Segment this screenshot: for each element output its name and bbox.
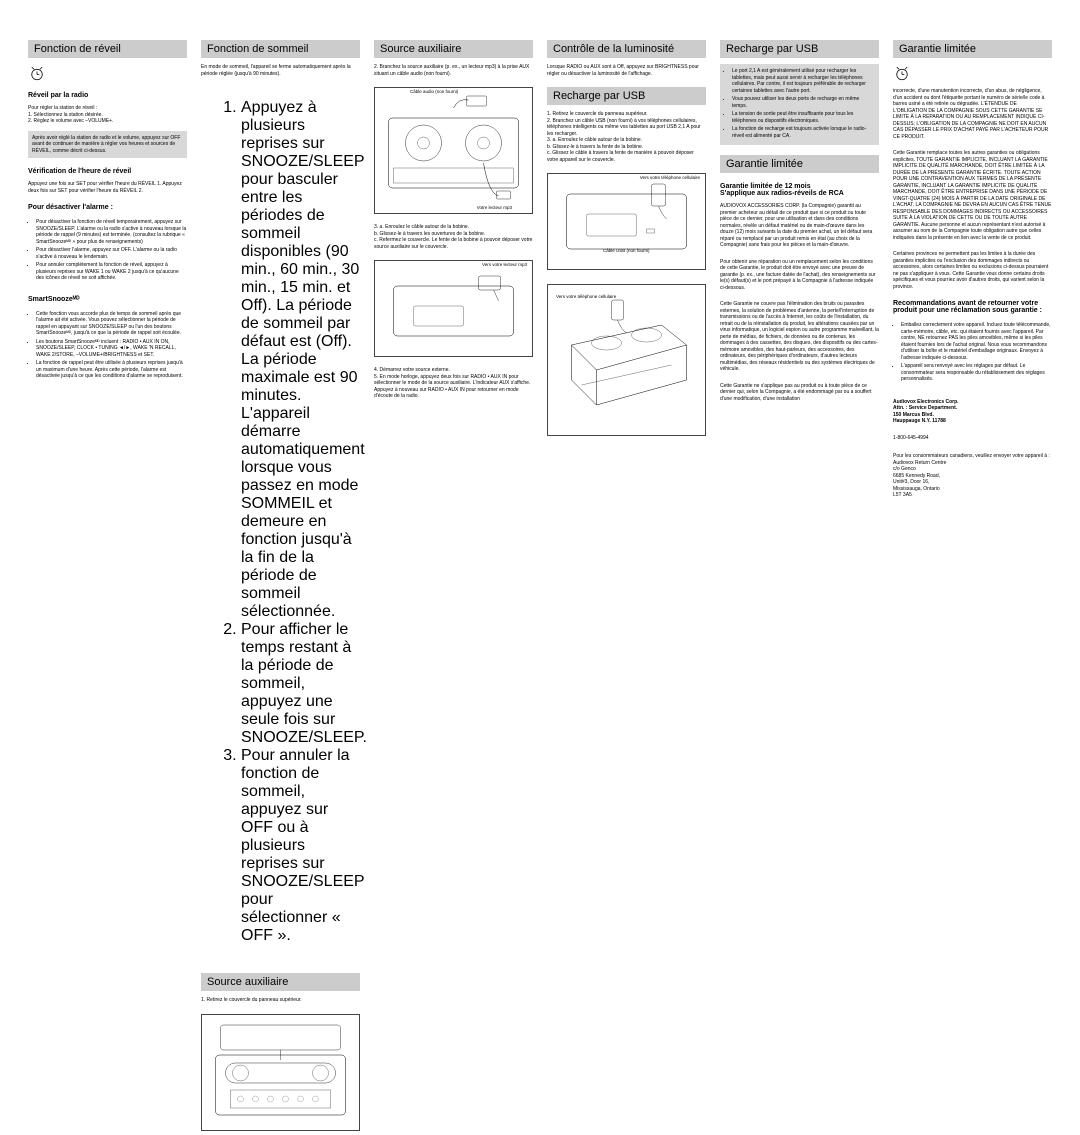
list-reco: Emballez correctement votre appareil. In… [893,322,1052,385]
label-mp3: Votre lecteur mp3 [477,206,512,211]
manual-page: Fonction de réveil Réveil par la radio P… [0,0,1080,834]
usb-notes-box: Le port 2,1 A est généralement utilisé p… [720,64,879,145]
sub-reveil-radio: Réveil par la radio [28,92,187,99]
column-2: Fonction de sommeil En mode de sommeil, … [201,40,360,794]
warranty-p1: AUDIOVOX ACCESSORIES CORP. (la Compagnie… [720,203,879,249]
heading-garantie-1: Garantie limitée [720,155,879,173]
address-ca: Pour les consommateurs canadiens, veuill… [893,453,1052,499]
list-item: La fonction de rappel peut être utilisée… [36,360,187,380]
text-aux-step3: 3. a. Enroulez le câble autour de la bob… [374,224,533,250]
list-item: Emballez correctement votre appareil. In… [901,322,1052,361]
text-usb-steps: 1. Retirez le couvercle du panneau supér… [547,111,706,163]
column-1: Fonction de réveil Réveil par la radio P… [28,40,187,794]
phone: 1-800-645-4994 [893,435,1052,442]
text-aux-step1: 1. Retirez le couvercle du panneau supér… [201,997,360,1004]
address-us: Audiovox Electronics Corp. Attn. : Servi… [893,399,1052,425]
sub-garantie-12: Garantie limitée de 12 mois S'applique a… [720,183,879,197]
diagram-aux-cable: Câble audio (non fourni) Votre lecteur m… [374,87,533,214]
column-3: Source auxiliaire 2. Branchez la source … [374,40,533,794]
text-sommeil-intro: En mode de sommeil, l'appareil se ferme … [201,64,360,77]
list-item: Pour désactiver la fonction de réveil te… [36,219,187,245]
list-item: L'appareil sera renvoyé avec les réglage… [901,363,1052,383]
column-6: Garantie limitée incorrecte, d'une manut… [893,40,1052,794]
heading-usb-1: Recharge par USB [547,87,706,105]
warranty-p5: incorrecte, d'une manutention incorrecte… [893,88,1052,140]
label-vers-phone: Vers votre téléphone cellulaire [640,176,700,181]
alarm-icon [28,64,46,82]
warranty-p6: Cette Garantie remplace toutes les autre… [893,150,1052,241]
label-cable-audio: Câble audio (non fourni) [410,90,458,95]
text-aux-step45: 4. Démarrez votre source externe. 5. En … [374,367,533,400]
alarm-icon [893,64,911,82]
heading-garantie-2: Garantie limitée [893,40,1052,58]
sub-recommandations: Recommandations avant de retourner votre… [893,300,1052,314]
list-item: La fonction de recharge est toujours act… [732,126,875,139]
warranty-p3: Cette Garantie ne couvre pas l'éliminati… [720,301,879,373]
sub-desactiver: Pour désactiver l'alarme : [28,204,187,211]
diagram-usb-iso: Vers votre téléphone cellulaire [547,284,706,436]
list-item: La tension de sortie peut être insuffisa… [732,111,875,124]
column-4: Contrôle de la luminosité Lorsque RADIO … [547,40,706,794]
heading-usb-2: Recharge par USB [720,40,879,58]
text-verif: Appuyez une fois sur SET pour vérifier l… [28,181,187,194]
list-item: Vous pouvez utiliser les deux ports de r… [732,96,875,109]
heading-reveil: Fonction de réveil [28,40,187,58]
list-smartsnooze: Cette fonction vous accorde plus de temp… [28,311,187,382]
list-item: Appuyez à plusieurs reprises sur SNOOZE/… [241,99,360,621]
list-item: Pour désactiver l'alarme, appuyez sur OF… [36,247,187,260]
label-vers-mp3: Vers votre lecteur mp3 [482,263,527,268]
list-item: Les boutons SmartSnoozeᴹᴰ incluent : RAD… [36,339,187,359]
list-item: Cette fonction vous accorde plus de temp… [36,311,187,337]
label-vers-phone-2: Vers votre téléphone cellulaire [556,295,616,300]
diagram-usb-top: Vers votre téléphone cellulaire Câble US… [547,173,706,270]
heading-luminosite: Contrôle de la luminosité [547,40,706,58]
text-aux-step2: 2. Branchez la source auxiliaire (p. ex.… [374,64,533,77]
heading-aux-1: Source auxiliaire [201,973,360,991]
warranty-p7: Certaines provinces ne permettent pas le… [893,251,1052,290]
heading-sommeil: Fonction de sommeil [201,40,360,58]
list-item: Pour annuler complètement la fonction de… [36,262,187,282]
warranty-p2: Pour obtenir une réparation ou un rempla… [720,259,879,292]
list-item: Pour afficher le temps restant à la péri… [241,621,360,747]
list-desactiver: Pour désactiver la fonction de réveil te… [28,219,187,284]
list-sommeil: Appuyez à plusieurs reprises sur SNOOZE/… [201,99,360,945]
diagram-aux-closed: Vers votre lecteur mp3 [374,260,533,357]
note-volume: Après avoir réglé la station de radio et… [28,131,187,159]
text-luminosite: Lorsque RADIO ou AUX sont à Off, appuyez… [547,64,706,77]
heading-aux-2: Source auxiliaire [374,40,533,58]
text-reveil-radio: Pour régler la station de réveil : 1. Sé… [28,105,187,125]
sub-verif: Vérification de l'heure de réveil [28,168,187,175]
label-usb-cable: Câble USB (non fourni) [603,249,650,254]
list-item: Pour annuler la fonction de sommeil, app… [241,747,360,945]
list-item: Le port 2,1 A est généralement utilisé p… [732,68,875,94]
warranty-p4: Cette Garantie ne s'applique pas au prod… [720,383,879,403]
diagram-top-panel [201,1014,360,1131]
column-5: Recharge par USB Le port 2,1 A est génér… [720,40,879,794]
sub-smartsnooze: SmartSnoozeᴹᴰ [28,296,187,303]
